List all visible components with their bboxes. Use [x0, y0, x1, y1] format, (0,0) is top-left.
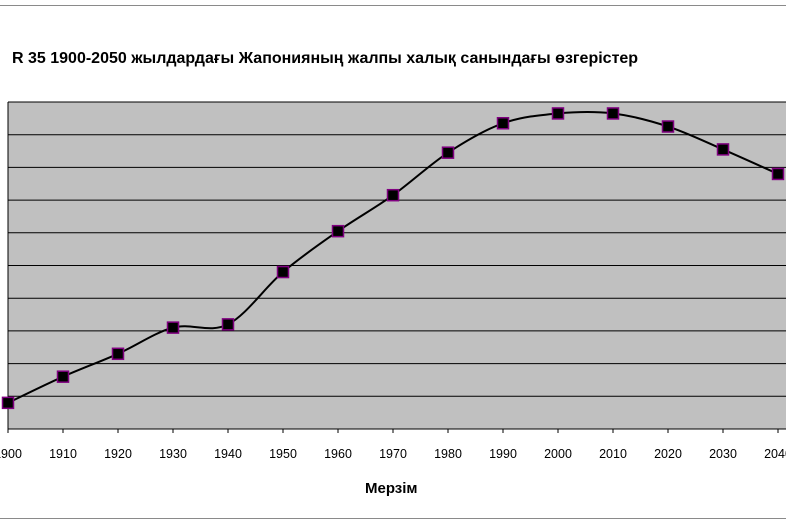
chart-title: R 35 1900-2050 жылдардағы Жапонияның жал…	[12, 50, 639, 67]
data-point-marker	[166, 321, 180, 334]
frame-top-border	[0, 5, 786, 6]
x-axis-title: Мерзім	[365, 480, 418, 497]
x-axis: 1900 1910 1920 1930 1940 1950 1960 1970 1980 1990…	[0, 102, 786, 461]
data-point-marker	[661, 120, 675, 133]
x-tick-label: 1960	[324, 447, 352, 461]
data-point-marker	[1, 396, 15, 410]
data-point-marker	[111, 347, 125, 361]
data-point-marker	[386, 188, 400, 202]
data-point-marker	[551, 107, 565, 120]
data-point-marker	[771, 167, 785, 181]
x-tick-label: 1920	[104, 447, 132, 461]
x-tick-label: 1980	[434, 447, 462, 461]
x-tick-label: 1900	[0, 447, 22, 461]
data-point-marker	[56, 370, 70, 383]
data-point-marker	[606, 107, 620, 120]
x-tick-label: 2040	[764, 447, 786, 461]
x-tick-label: 2010	[599, 447, 627, 461]
data-point-marker	[276, 265, 290, 279]
data-point-marker	[221, 318, 235, 331]
x-tick-label: 1990	[489, 447, 517, 461]
x-tick-label: 1940	[214, 447, 242, 461]
x-tick-label: 2030	[709, 447, 737, 461]
x-tick-label: 1910	[49, 447, 77, 461]
data-point-marker	[331, 224, 345, 238]
data-point-marker	[496, 117, 510, 130]
data-point-marker	[441, 146, 455, 159]
data-point-marker	[716, 143, 730, 156]
x-tick-label: 2020	[654, 447, 682, 461]
data-series	[1, 107, 785, 410]
frame-bottom-border	[0, 518, 786, 519]
x-tick-label: 2000	[544, 447, 572, 461]
x-tick-label: 1970	[379, 447, 407, 461]
x-tick-label: 1950	[269, 447, 297, 461]
x-tick-label: 1930	[159, 447, 187, 461]
